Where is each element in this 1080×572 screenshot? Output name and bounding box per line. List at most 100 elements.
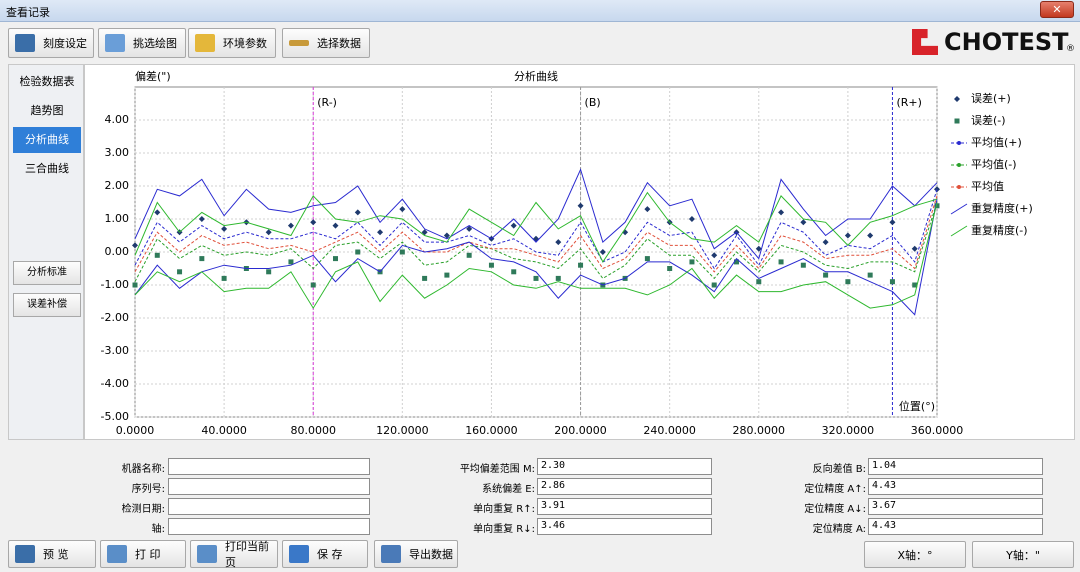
error-point (265, 229, 272, 236)
field-label: 定位精度 A: (812, 524, 866, 535)
bottom-button[interactable]: 打 印 (100, 540, 186, 568)
x-tick-label: 280.0000 (733, 424, 786, 437)
x-tick-label: 240.0000 (643, 424, 696, 437)
legend-symbol (957, 185, 961, 189)
error-point (310, 219, 317, 226)
x-tick-label: 320.0000 (822, 424, 875, 437)
legend-label: 误差(+) (971, 91, 1011, 105)
field-label: 单向重复 R↑: (473, 504, 535, 515)
field-input[interactable]: 4.43 (868, 478, 1043, 495)
field-input[interactable]: 1.04 (868, 458, 1043, 475)
error-point (266, 269, 272, 275)
button-label: 导出数据 (409, 548, 453, 561)
field-input[interactable]: 3.91 (537, 498, 712, 515)
error-point (555, 239, 562, 246)
field-label: 反向差值 B: (812, 464, 866, 475)
field-input[interactable]: 2.30 (537, 458, 712, 475)
logo-mark: ® (1066, 44, 1075, 54)
toolbar-button[interactable]: 刻度设定 (8, 28, 94, 58)
y-tick-label: -2.00 (101, 311, 129, 324)
error-point (711, 282, 717, 288)
error-point (399, 206, 406, 213)
error-point (889, 219, 896, 226)
error-point (466, 225, 473, 232)
field-label: 机器名称: (121, 464, 165, 475)
error-point (778, 259, 784, 265)
reference-label: (B) (585, 96, 601, 109)
y-tick-label: -3.00 (101, 344, 129, 357)
bottom-button[interactable]: 打印当前页 (190, 540, 278, 569)
sidebar-tab[interactable]: 分析曲线 (13, 127, 81, 153)
field-label: 单向重复 R↓: (473, 524, 535, 535)
field-input[interactable]: 2.86 (537, 478, 712, 495)
field-input[interactable]: 4.43 (868, 518, 1043, 535)
x-tick-label: 40.0000 (201, 424, 247, 437)
error-point (154, 209, 161, 216)
error-point (354, 209, 361, 216)
repeatability-line (134, 168, 938, 260)
field-label: 检测日期: (121, 504, 165, 515)
button-icon (381, 545, 401, 563)
error-point (934, 203, 940, 209)
y-tick-label: 3.00 (105, 146, 130, 159)
field-input[interactable] (168, 518, 370, 535)
field-input[interactable] (168, 458, 370, 475)
bottom-button[interactable]: 导出数据 (374, 540, 458, 568)
button-label: 打印当前页 (225, 540, 269, 569)
sidebar-button[interactable]: 误差补偿 (13, 293, 81, 317)
button-label: 环境参数 (223, 37, 267, 50)
mean-line (134, 195, 938, 273)
error-point (667, 266, 673, 271)
field-label: 轴: (151, 524, 165, 535)
toolbar-button[interactable]: 环境参数 (188, 28, 276, 58)
legend-symbol (957, 163, 961, 167)
sidebar: 检验数据表趋势图分析曲线三合曲线分析标准误差补偿 (8, 64, 84, 440)
field-label: 系统偏差 E: (482, 484, 535, 495)
legend-label: 重复精度(-) (971, 223, 1028, 237)
bottom-button[interactable]: 预 览 (8, 540, 96, 568)
field-input[interactable]: 3.46 (537, 518, 712, 535)
error-point (511, 269, 517, 275)
button-icon (289, 545, 309, 563)
legend-symbol (954, 118, 960, 124)
close-button[interactable]: ✕ (1040, 1, 1074, 18)
error-point (800, 219, 807, 226)
field-input[interactable]: 3.67 (868, 498, 1043, 515)
error-point (132, 282, 138, 288)
toolbar-button[interactable]: 选择数据 (282, 28, 370, 58)
sidebar-tab[interactable]: 三合曲线 (25, 162, 69, 175)
field-label: 序列号: (131, 484, 165, 495)
error-point (221, 275, 227, 281)
reference-label: (R-) (317, 96, 337, 109)
error-point (422, 275, 428, 281)
field-input[interactable] (168, 478, 370, 495)
legend-symbol (950, 203, 968, 215)
error-point (555, 275, 561, 281)
error-point (778, 209, 785, 216)
sidebar-tab[interactable]: 趋势图 (30, 104, 64, 117)
button-icon (15, 545, 35, 563)
error-point (177, 269, 183, 275)
field-input[interactable] (168, 498, 370, 515)
y-tick-label: -5.00 (101, 410, 129, 423)
window-title: 查看记录 (0, 0, 1080, 22)
button-label: 预 览 (43, 548, 69, 561)
button-icon (107, 545, 127, 563)
x-tick-label: 0.0000 (116, 424, 155, 437)
error-point (755, 245, 762, 252)
toolbar-button[interactable]: 挑选绘图 (98, 28, 186, 58)
sidebar-button[interactable]: 分析标准 (13, 261, 81, 285)
sidebar-tab[interactable]: 检验数据表 (19, 75, 75, 88)
field-label: 定位精度 A↑: (804, 484, 866, 495)
x-tick-label: 80.0000 (290, 424, 336, 437)
legend-symbol (950, 225, 968, 237)
error-point (912, 282, 918, 288)
bottom-button[interactable]: 保 存 (282, 540, 368, 568)
error-point (599, 249, 606, 255)
error-point (310, 282, 316, 288)
legend-label: 平均值 (971, 180, 1004, 193)
chart: 分析曲线 偏差(") 位置(°) 4.00 3.00 2.00 1.00 0.00 -1.00 -… (101, 69, 1033, 437)
repeatability-line (134, 191, 938, 263)
error-point (578, 262, 584, 268)
error-point (689, 259, 695, 265)
